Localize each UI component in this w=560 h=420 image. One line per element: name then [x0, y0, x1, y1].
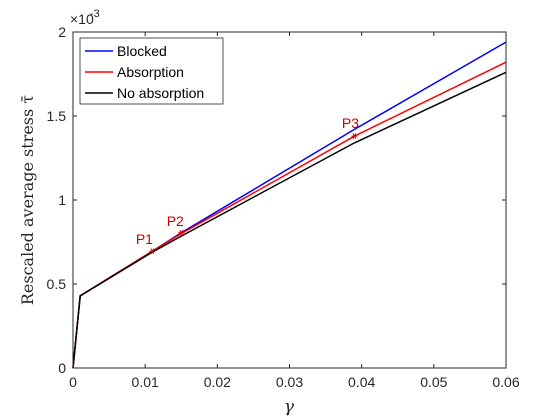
y-tick-label: 0	[58, 360, 66, 376]
point-label-p3: P3	[342, 115, 359, 131]
y-exponent-power: -3	[90, 8, 100, 20]
point-marker-p3	[351, 133, 358, 140]
series-line-absorption	[72, 61, 507, 369]
x-tick-label: 0.04	[348, 374, 375, 390]
x-tick-label: 0.06	[492, 374, 519, 390]
legend: Blocked Absorption No absorption	[79, 37, 224, 105]
series-layer	[72, 41, 507, 369]
legend-label-blocked: Blocked	[117, 43, 167, 59]
point-marker-p1	[149, 248, 156, 255]
y-axis: 0 0.5 1 1.5 2	[47, 24, 506, 376]
x-tick-label: 0.01	[132, 374, 159, 390]
x-tick-label: 0	[69, 374, 77, 390]
y-tick-label: 1.5	[47, 108, 67, 124]
y-exponent-base: ×10	[70, 11, 94, 27]
annotation-layer: P1 P2 P3	[136, 115, 359, 255]
x-axis-label: γ	[284, 397, 295, 417]
legend-label-absorption: Absorption	[117, 64, 184, 80]
legend-label-no-absorption: No absorption	[117, 85, 204, 101]
series-line-no-absorption	[72, 71, 507, 369]
x-tick-label: 0.03	[276, 374, 303, 390]
x-axis: 0 0.01 0.02 0.03 0.04 0.05 0.06	[69, 32, 520, 390]
y-tick-label: 0.5	[47, 276, 67, 292]
x-tick-label: 0.05	[420, 374, 447, 390]
point-label-p1: P1	[136, 231, 153, 247]
y-tick-label: 1	[58, 192, 66, 208]
x-tick-label: 0.02	[204, 374, 231, 390]
y-tick-label: 2	[58, 24, 66, 40]
point-marker-p2	[178, 229, 185, 236]
point-label-p2: P2	[167, 213, 184, 229]
y-axis-label: Rescaled average stress τ̄	[18, 95, 37, 305]
